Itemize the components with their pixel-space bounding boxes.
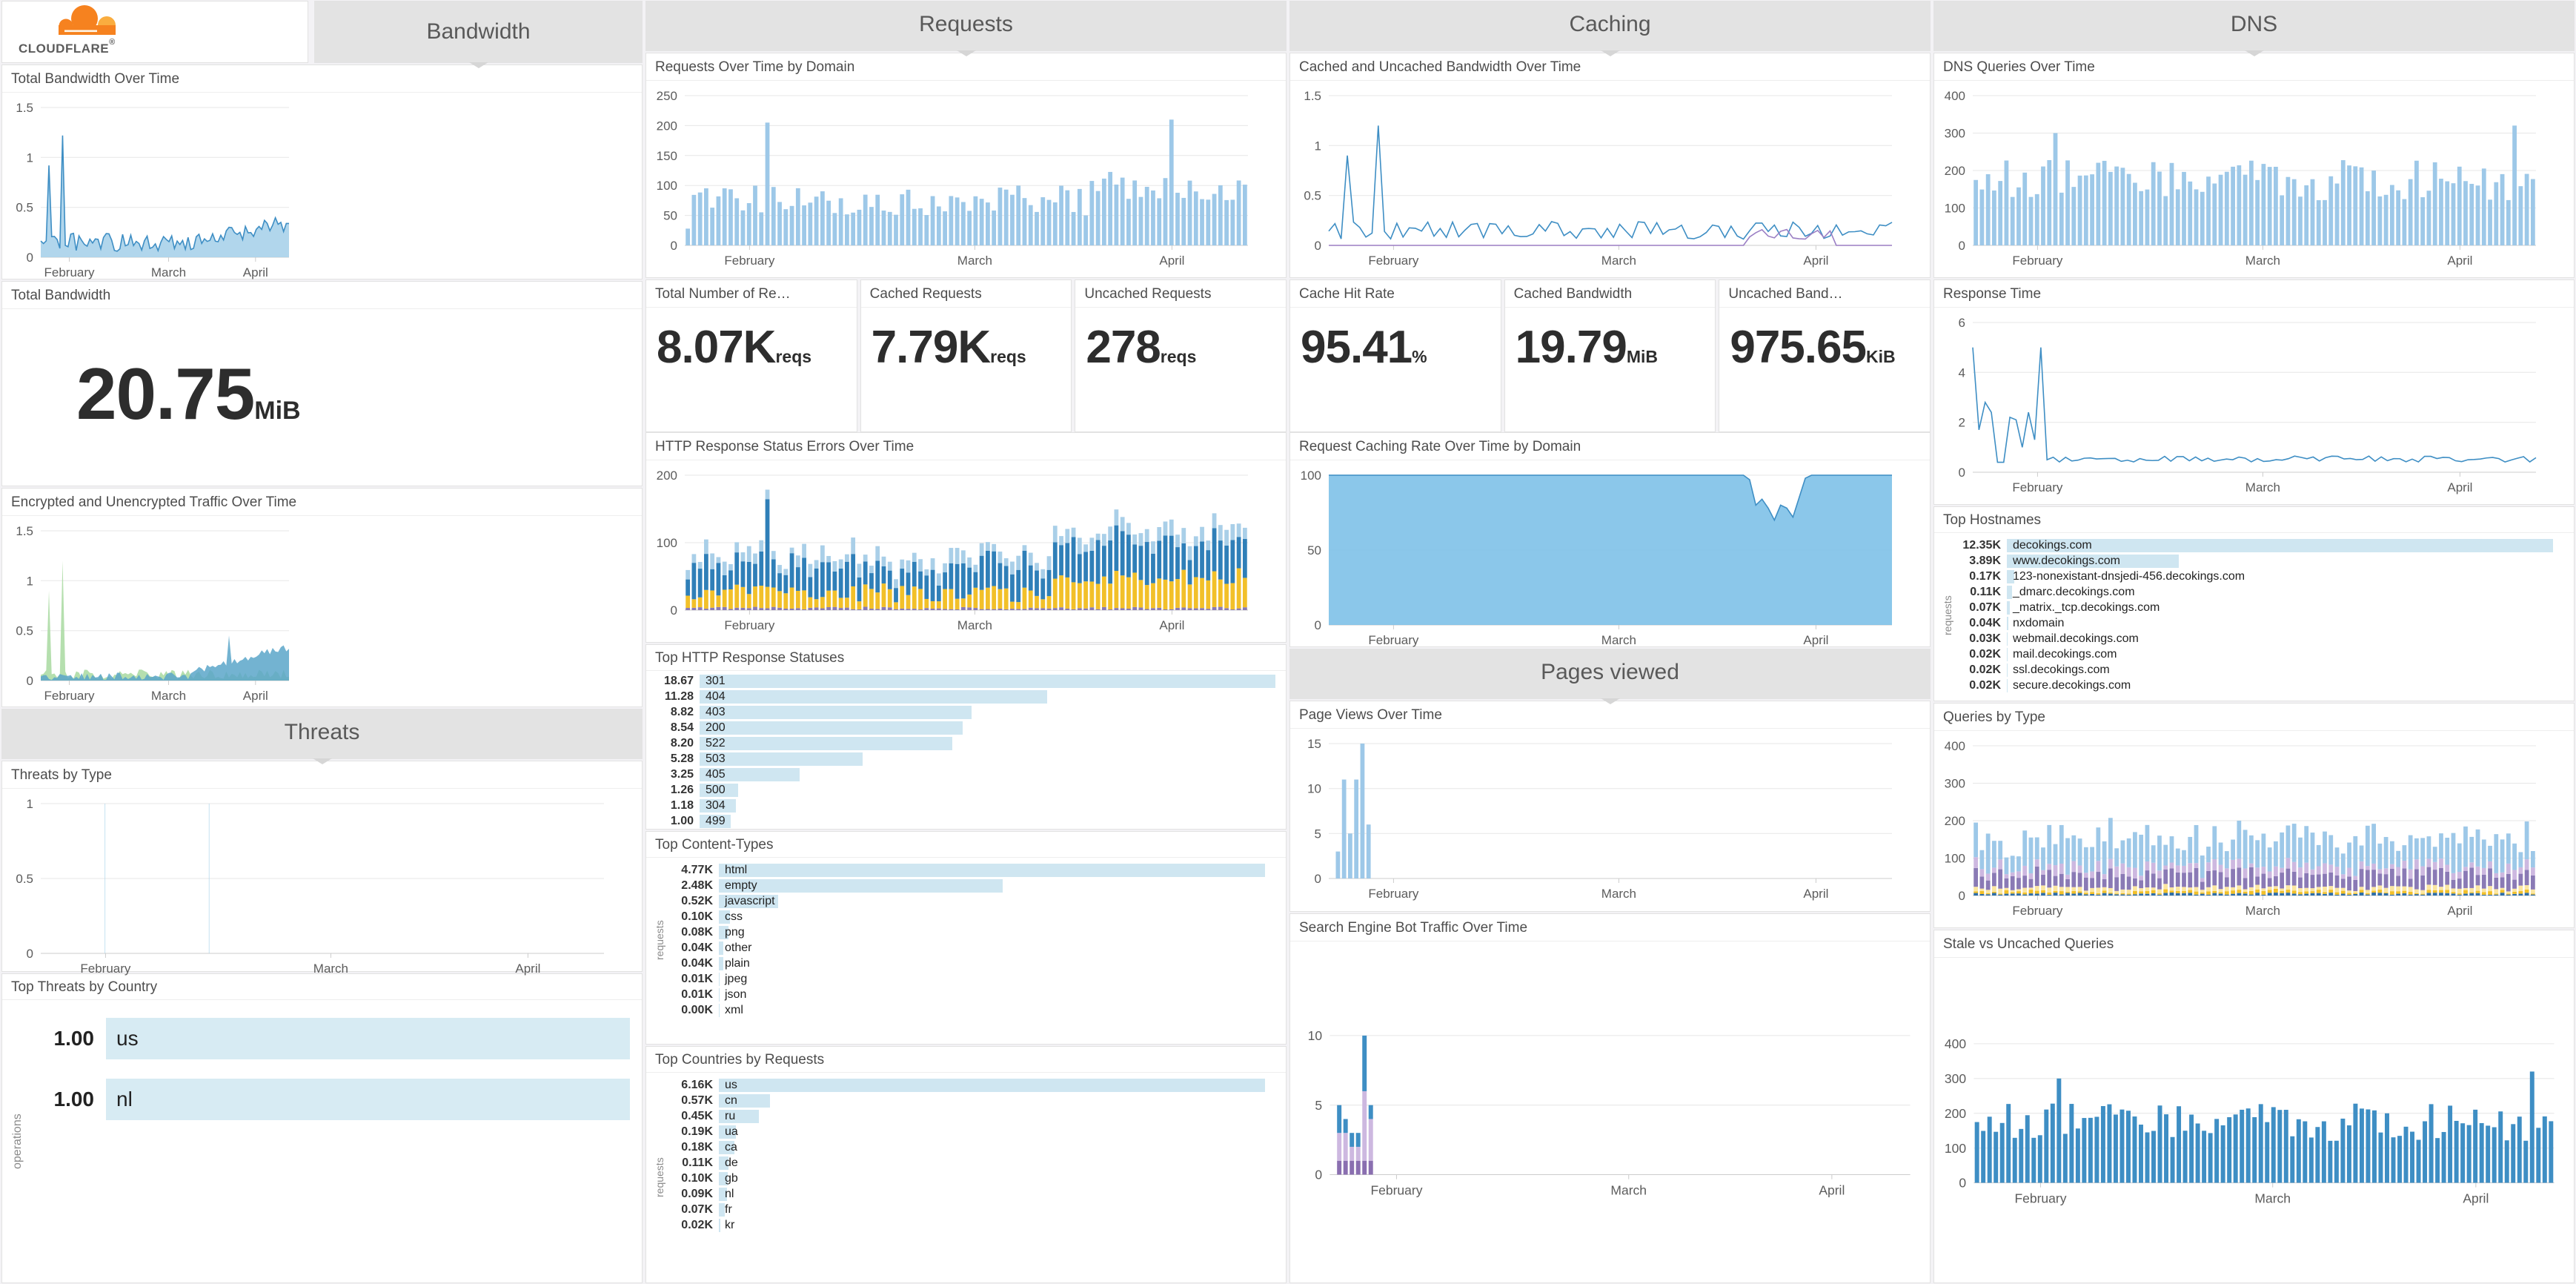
svg-text:March: March: [1601, 633, 1636, 647]
svg-text:0: 0: [1959, 239, 1965, 253]
svg-text:0: 0: [1959, 466, 1965, 480]
svg-text:1: 1: [27, 797, 33, 811]
svg-text:March: March: [2245, 254, 2280, 268]
svg-text:March: March: [1601, 887, 1636, 901]
svg-text:4: 4: [1959, 365, 1965, 380]
svg-text:April: April: [1803, 633, 1828, 647]
svg-text:1.5: 1.5: [16, 524, 33, 538]
svg-text:February: February: [44, 689, 95, 703]
svg-text:10: 10: [1307, 782, 1321, 796]
svg-text:100: 100: [657, 179, 677, 193]
svg-text:April: April: [1819, 1182, 1845, 1197]
svg-text:200: 200: [1945, 814, 1965, 828]
svg-text:0.5: 0.5: [1304, 189, 1321, 203]
svg-text:0: 0: [1315, 872, 1321, 886]
svg-text:200: 200: [657, 469, 677, 483]
svg-text:50: 50: [1307, 543, 1321, 557]
svg-text:0: 0: [27, 251, 33, 265]
svg-text:15: 15: [1307, 737, 1321, 751]
svg-text:0: 0: [1315, 1168, 1322, 1182]
svg-text:February: February: [2012, 480, 2063, 494]
svg-text:1: 1: [27, 574, 33, 588]
svg-text:March: March: [1601, 254, 1636, 268]
svg-text:5: 5: [1315, 1098, 1322, 1113]
svg-text:0: 0: [1959, 889, 1965, 903]
svg-text:0.5: 0.5: [16, 201, 33, 215]
svg-text:April: April: [1159, 254, 1184, 268]
svg-text:February: February: [2012, 904, 2063, 918]
svg-text:April: April: [1803, 887, 1828, 901]
svg-text:2: 2: [1959, 416, 1965, 430]
svg-text:100: 100: [1945, 852, 1965, 866]
svg-text:March: March: [2245, 904, 2280, 918]
svg-text:250: 250: [657, 89, 677, 103]
svg-text:100: 100: [657, 536, 677, 550]
svg-text:400: 400: [1945, 89, 1965, 103]
svg-text:50: 50: [663, 209, 677, 223]
svg-text:April: April: [2447, 254, 2472, 268]
svg-text:March: March: [2254, 1191, 2291, 1205]
svg-text:February: February: [724, 254, 775, 268]
svg-text:March: March: [2245, 480, 2280, 494]
svg-text:0: 0: [1315, 239, 1321, 253]
svg-text:February: February: [80, 962, 131, 976]
svg-text:0: 0: [671, 239, 677, 253]
svg-text:0.5: 0.5: [16, 872, 33, 886]
svg-text:300: 300: [1945, 777, 1965, 791]
svg-text:March: March: [151, 265, 186, 279]
svg-text:200: 200: [1945, 1106, 1966, 1121]
svg-text:0: 0: [27, 674, 33, 688]
svg-text:February: February: [1370, 1182, 1422, 1197]
svg-text:April: April: [2447, 904, 2472, 918]
svg-text:200: 200: [1945, 164, 1965, 178]
svg-text:April: April: [1803, 254, 1828, 268]
svg-text:February: February: [1368, 254, 1419, 268]
svg-text:April: April: [243, 689, 268, 703]
svg-text:February: February: [1368, 887, 1419, 901]
svg-text:100: 100: [1945, 202, 1965, 216]
svg-text:1.5: 1.5: [16, 101, 33, 115]
svg-text:April: April: [1159, 618, 1184, 632]
svg-text:400: 400: [1945, 739, 1965, 753]
svg-text:5: 5: [1315, 827, 1321, 841]
svg-text:CLOUDFLARE®: CLOUDFLARE®: [19, 38, 116, 56]
svg-text:March: March: [1610, 1182, 1647, 1197]
svg-text:March: March: [957, 254, 992, 268]
svg-text:100: 100: [1301, 469, 1321, 483]
svg-text:300: 300: [1945, 1071, 1966, 1086]
svg-text:April: April: [515, 962, 540, 976]
svg-text:400: 400: [1945, 1036, 1966, 1051]
svg-text:10: 10: [1308, 1028, 1323, 1043]
svg-text:February: February: [2012, 254, 2063, 268]
svg-text:1: 1: [27, 150, 33, 165]
svg-text:0: 0: [1315, 618, 1321, 632]
svg-text:0: 0: [1959, 1176, 1966, 1191]
svg-text:1: 1: [1315, 139, 1321, 153]
svg-text:March: March: [313, 962, 348, 976]
svg-text:0.5: 0.5: [16, 624, 33, 638]
svg-text:0: 0: [27, 947, 33, 961]
svg-text:April: April: [2463, 1191, 2489, 1205]
svg-text:March: March: [151, 689, 186, 703]
svg-text:200: 200: [657, 119, 677, 133]
svg-text:150: 150: [657, 149, 677, 163]
svg-text:300: 300: [1945, 127, 1965, 141]
svg-text:0: 0: [671, 603, 677, 618]
svg-text:April: April: [243, 265, 268, 279]
svg-text:6: 6: [1959, 316, 1965, 330]
svg-text:March: March: [957, 618, 992, 632]
svg-text:April: April: [2447, 480, 2472, 494]
svg-text:1.5: 1.5: [1304, 89, 1321, 103]
svg-text:100: 100: [1945, 1141, 1966, 1156]
svg-text:February: February: [2014, 1191, 2066, 1205]
svg-text:February: February: [1368, 633, 1419, 647]
svg-text:February: February: [724, 618, 775, 632]
svg-text:February: February: [44, 265, 95, 279]
